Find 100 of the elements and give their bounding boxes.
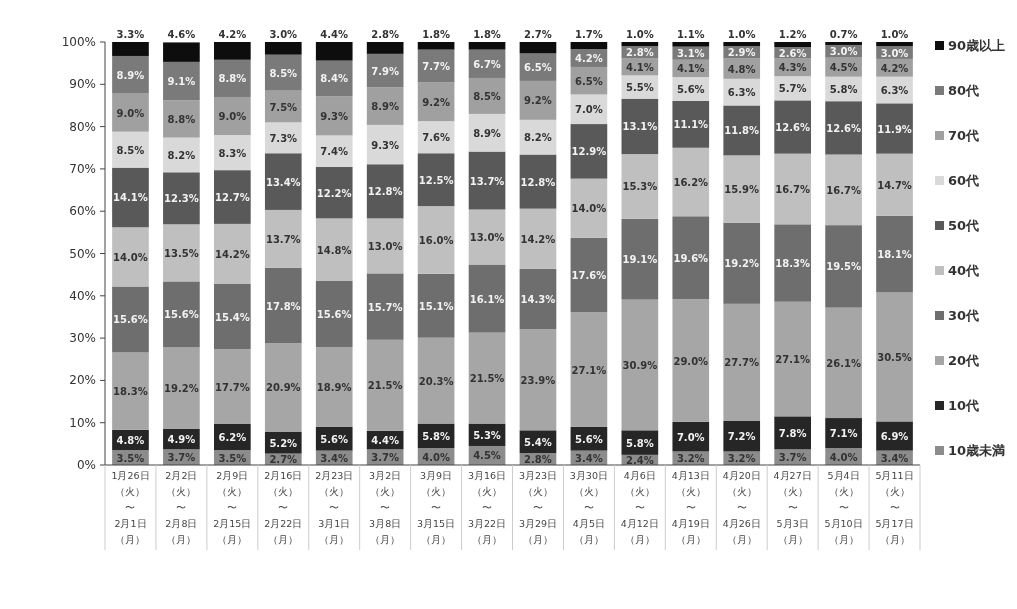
- data-label: 1.7%: [575, 29, 603, 40]
- data-label: 3.2%: [727, 453, 756, 465]
- data-label: 0.7%: [829, 29, 858, 40]
- x-tick-label: 5月11日（火）〜5月17日（月）: [875, 470, 914, 545]
- data-label: 19.2%: [724, 258, 760, 270]
- bar: [621, 299, 659, 431]
- bar: [163, 281, 200, 348]
- data-label: 5.8%: [829, 83, 858, 95]
- data-label: 8.3%: [218, 147, 247, 159]
- bar: [366, 42, 404, 54]
- bar: [315, 96, 353, 136]
- data-label: 3.5%: [218, 452, 247, 464]
- bar: [672, 100, 710, 148]
- data-label: 18.3%: [113, 386, 148, 398]
- x-tick-label: 3月2日（火）〜3月8日（月）: [369, 470, 402, 545]
- data-label: 27.1%: [775, 354, 811, 366]
- bar: [264, 153, 302, 210]
- bar: [723, 42, 761, 47]
- data-label: 3.7%: [167, 452, 196, 464]
- bar: [825, 307, 862, 419]
- data-label: 3.0%: [269, 29, 298, 40]
- bar: [315, 281, 353, 347]
- bar: [876, 153, 913, 216]
- data-label: 7.2%: [727, 431, 756, 443]
- data-label: 12.8%: [367, 186, 403, 198]
- y-tick-label: 70%: [69, 161, 96, 176]
- data-label: 12.9%: [571, 146, 607, 158]
- data-label: 14.0%: [113, 251, 148, 263]
- y-tick-label: 60%: [69, 204, 96, 219]
- bar: [315, 42, 353, 61]
- data-label: 27.7%: [724, 357, 760, 369]
- legend-label: 90歳以上: [948, 38, 1006, 53]
- bar: [163, 172, 200, 225]
- data-label: 13.0%: [367, 240, 403, 252]
- data-label: 4.0%: [422, 451, 450, 463]
- data-label: 15.6%: [316, 308, 352, 320]
- bar: [774, 100, 811, 154]
- x-tick-label: 3月30日（火）〜4月5日（月）: [569, 470, 608, 545]
- data-label: 20.3%: [418, 375, 454, 387]
- data-label: 14.8%: [316, 244, 352, 256]
- bar: [570, 178, 608, 238]
- legend-label: 10代: [948, 398, 980, 413]
- bar: [315, 218, 353, 281]
- data-label: 19.6%: [673, 252, 709, 264]
- data-label: 12.8%: [520, 176, 556, 188]
- x-tick-label: 1月26日（火）〜2月1日（月）: [111, 470, 150, 545]
- data-label: 9.0%: [218, 111, 247, 123]
- data-label: 6.9%: [880, 431, 909, 443]
- bar: [468, 332, 506, 424]
- data-label: 15.4%: [214, 311, 250, 323]
- data-label: 2.7%: [269, 454, 298, 466]
- bar: [825, 42, 862, 45]
- data-label: 4.6%: [167, 29, 196, 41]
- bar: [366, 339, 404, 431]
- bar: [163, 224, 200, 282]
- x-tick-label: 2月2日（火）〜2月8日（月）: [165, 470, 198, 545]
- bar: [214, 170, 251, 224]
- data-label: 7.1%: [829, 428, 858, 440]
- data-label: 6.5%: [575, 75, 603, 87]
- bar: [112, 131, 149, 168]
- data-label: 30.5%: [877, 351, 912, 363]
- data-label: 9.2%: [524, 95, 552, 107]
- bar: [723, 105, 761, 156]
- data-label: 12.6%: [775, 122, 811, 134]
- data-label: 1.0%: [880, 29, 909, 40]
- data-label: 4.0%: [829, 451, 858, 463]
- data-label: 4.5%: [473, 450, 501, 462]
- data-label: 17.6%: [571, 270, 607, 282]
- data-label: 8.5%: [473, 90, 501, 102]
- data-label: 2.7%: [524, 29, 552, 40]
- data-label: 20.9%: [265, 382, 301, 394]
- legend-label: 30代: [948, 308, 980, 323]
- data-label: 1.8%: [473, 29, 501, 40]
- bar: [519, 329, 557, 431]
- data-label: 5.5%: [625, 82, 654, 94]
- data-label: 5.7%: [778, 83, 807, 95]
- bar: [570, 312, 608, 427]
- data-label: 4.1%: [676, 63, 705, 75]
- data-label: 15.7%: [367, 301, 403, 313]
- data-label: 3.4%: [575, 452, 603, 464]
- y-tick-label: 20%: [69, 373, 96, 388]
- x-tick-label: 4月13日（火）〜4月19日（月）: [671, 470, 710, 545]
- data-label: 16.0%: [418, 234, 454, 246]
- data-label: 23.9%: [520, 374, 556, 386]
- bar: [112, 42, 149, 56]
- y-tick-label: 50%: [69, 246, 96, 261]
- data-label: 1.0%: [727, 29, 756, 40]
- bar: [163, 100, 200, 138]
- data-label: 8.2%: [524, 132, 552, 144]
- data-label: 16.7%: [826, 184, 861, 196]
- bar: [112, 55, 149, 94]
- bar: [112, 167, 149, 228]
- data-label: 13.7%: [469, 175, 505, 187]
- data-label: 18.9%: [316, 381, 352, 393]
- data-label: 4.4%: [320, 29, 349, 40]
- bar: [163, 61, 200, 101]
- bar: [672, 42, 710, 47]
- data-label: 7.0%: [676, 431, 705, 443]
- data-label: 13.5%: [164, 247, 199, 259]
- data-label: 7.6%: [422, 132, 450, 144]
